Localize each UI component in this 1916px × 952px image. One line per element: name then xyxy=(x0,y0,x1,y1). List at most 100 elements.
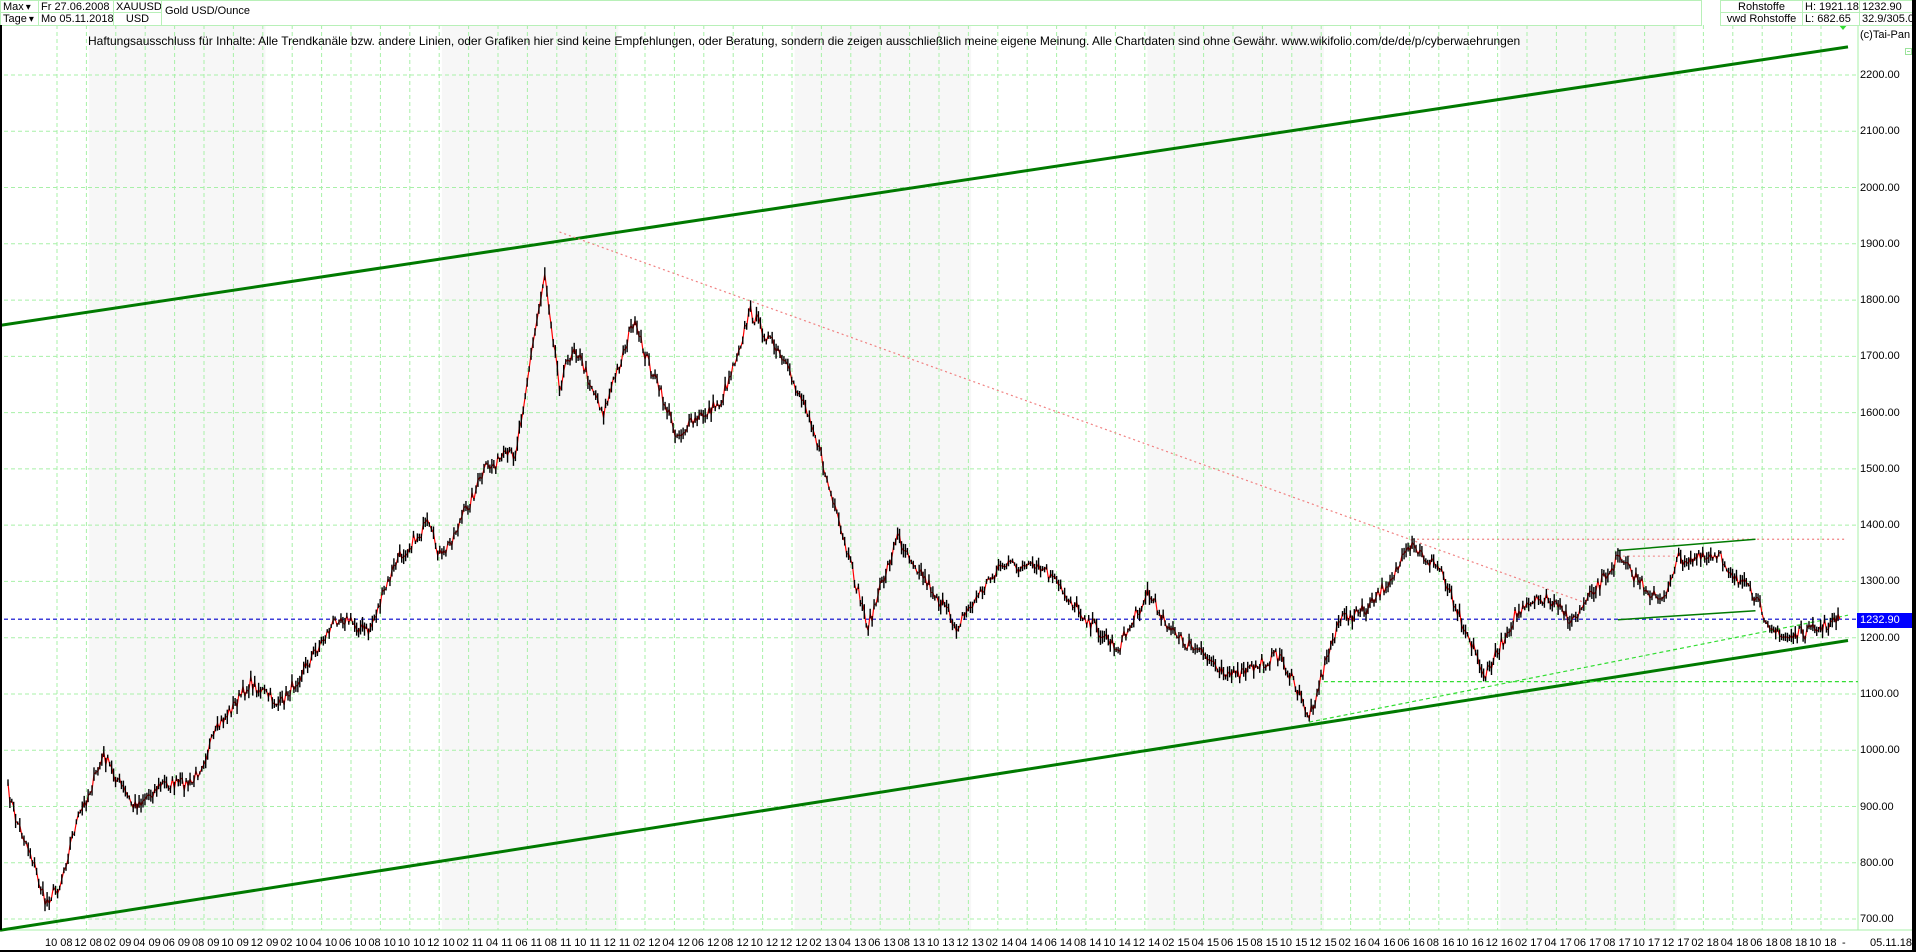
x-tick-label: 06 18 xyxy=(1750,937,1778,949)
x-tick-label: 04 15 xyxy=(1191,937,1220,949)
x-tick-label: 10 14 xyxy=(1103,937,1131,949)
x-tick-label: 06 12 xyxy=(691,937,720,949)
y-tick-label: 900.00 xyxy=(1860,800,1894,813)
low-value: L: 682.65 xyxy=(1802,12,1860,26)
disclaimer-text: Haftungsausschluss für Inhalte: Alle Tre… xyxy=(88,34,1521,48)
x-tick-label: 06 15 xyxy=(1221,937,1249,949)
x-tick-label: 10 16 xyxy=(1456,937,1484,949)
mini-channel-top xyxy=(1617,538,1756,552)
x-tick-label: 08 15 xyxy=(1250,937,1278,949)
range-select-label: Max xyxy=(3,1,24,13)
y-tick-label: 1600.00 xyxy=(1860,406,1900,419)
x-tick-label: 10 15 xyxy=(1279,937,1308,949)
y-tick-label: 2200.00 xyxy=(1860,69,1900,81)
y-tick-label: 800.00 xyxy=(1860,856,1894,869)
frame-right xyxy=(1912,0,1916,952)
downtrend-resistance-line xyxy=(559,231,1589,605)
year-band xyxy=(441,25,619,930)
x-tick-label: 12 16 xyxy=(1485,937,1514,949)
x-tick-label: 10 10 xyxy=(397,937,426,949)
x-tick-label: 12 15 xyxy=(1309,937,1337,949)
x-tick-label: 08 14 xyxy=(1074,937,1102,949)
y-tick-label: 1000.00 xyxy=(1860,744,1900,757)
data-source: vwd Rohstoffe xyxy=(1720,12,1803,26)
x-tick-label: 02 14 xyxy=(985,937,1014,949)
x-tick-label: 06 14 xyxy=(1044,937,1073,949)
y-tick-label: 1500.00 xyxy=(1860,462,1900,475)
x-tick-label: 08 10 xyxy=(368,937,396,949)
x-tick-label: 02 16 xyxy=(1338,937,1367,949)
x-tick-label: 06 11 xyxy=(515,937,543,949)
end-date: Mo 05.11.2018 xyxy=(38,12,114,26)
frame-left xyxy=(0,25,2,930)
x-tick-label: 02 13 xyxy=(809,937,837,949)
year-band xyxy=(794,25,972,930)
interval-select[interactable]: Tage xyxy=(0,12,40,26)
x-tick-label: 08 12 xyxy=(721,937,749,949)
symbol: XAUUSD xyxy=(113,0,162,13)
x-tick-label: 12 08 xyxy=(74,937,102,949)
y-tick-label: 1400.00 xyxy=(1860,519,1900,532)
x-tick-label: 04 12 xyxy=(662,937,690,949)
x-tick-label: 12 13 xyxy=(956,937,984,949)
interval-select-label: Tage xyxy=(3,13,27,25)
collapse-icon[interactable] xyxy=(1905,48,1912,55)
y-tick-label: 1700.00 xyxy=(1860,350,1900,363)
x-tick-label: 12 11 xyxy=(603,937,631,949)
y-tick-label: 2100.00 xyxy=(1860,125,1900,138)
y-tick-label: 700.00 xyxy=(1860,913,1894,926)
x-tick-label: 06 16 xyxy=(1397,937,1425,949)
y-tick-label: 1900.00 xyxy=(1860,237,1900,250)
x-tick-label: 10 13 xyxy=(927,937,955,949)
x-tick-label: 10 09 xyxy=(221,937,249,949)
y-tick-label: 1300.00 xyxy=(1860,575,1900,588)
year-band xyxy=(1500,25,1677,930)
support-uptrend-line xyxy=(1309,614,1849,723)
x-tick-label: 02 10 xyxy=(280,937,308,949)
y-tick-label: 2000.00 xyxy=(1860,181,1900,194)
x-tick-label: 04 14 xyxy=(1015,937,1043,949)
x-tick-label: 06 17 xyxy=(1573,937,1602,949)
frame-bottom xyxy=(0,950,1916,952)
currency: USD xyxy=(113,12,162,26)
x-tick-label: 02 17 xyxy=(1515,937,1543,949)
x-tick-label: 08 18 xyxy=(1779,937,1808,949)
x-tick-label: 10 18 xyxy=(1809,937,1837,949)
x-tick-label: 04 16 xyxy=(1368,937,1396,949)
y-tick-label: 1200.00 xyxy=(1860,631,1900,644)
x-tick-label: 06 10 xyxy=(339,937,367,949)
x-tick-label: 12 10 xyxy=(427,937,455,949)
x-tick-label: 10 08 xyxy=(45,937,73,949)
x-tick-label: 10 12 xyxy=(750,937,779,949)
upper-channel-line xyxy=(0,45,1849,327)
x-tick-label: 04 18 xyxy=(1720,937,1749,949)
copyright-label: (c)Tai-Pan xyxy=(1860,29,1911,41)
x-tick-label: 02 15 xyxy=(1162,937,1190,949)
x-tick-label: 02 18 xyxy=(1691,937,1719,949)
ratio-value: 32.9/305.0 xyxy=(1859,12,1916,26)
lower-channel-line xyxy=(0,639,1849,932)
x-tick-label: 08 11 xyxy=(544,937,572,949)
x-tick-label: 02 11 xyxy=(456,937,484,949)
x-tick-label: 05.11.18 xyxy=(1870,937,1913,949)
y-tick-label: 1100.00 xyxy=(1860,687,1899,700)
x-tick-label: 12 09 xyxy=(250,937,279,949)
x-tick-label: 04 17 xyxy=(1544,937,1572,949)
x-tick-label: 06 13 xyxy=(868,937,896,949)
x-tick-label: 04 09 xyxy=(133,937,161,949)
x-tick-label: 10 11 xyxy=(574,937,601,949)
x-tick-label: 04 11 xyxy=(486,937,513,949)
x-tick-label: 12 17 xyxy=(1662,937,1690,949)
x-tick-label: 12 12 xyxy=(780,937,808,949)
start-date: Fr 27.06.2008 xyxy=(38,0,114,13)
x-tick-label: 02 12 xyxy=(633,937,661,949)
x-tick-label: 08 17 xyxy=(1603,937,1631,949)
x-tick-label: 12 14 xyxy=(1132,937,1161,949)
x-tick-label: 02 09 xyxy=(103,937,132,949)
year-band xyxy=(1147,25,1324,930)
x-tick-label: 08 09 xyxy=(192,937,220,949)
x-tick-label: 08 13 xyxy=(897,937,926,949)
x-tick-label: 06 09 xyxy=(162,937,191,949)
x-tick-label: 08 16 xyxy=(1426,937,1455,949)
